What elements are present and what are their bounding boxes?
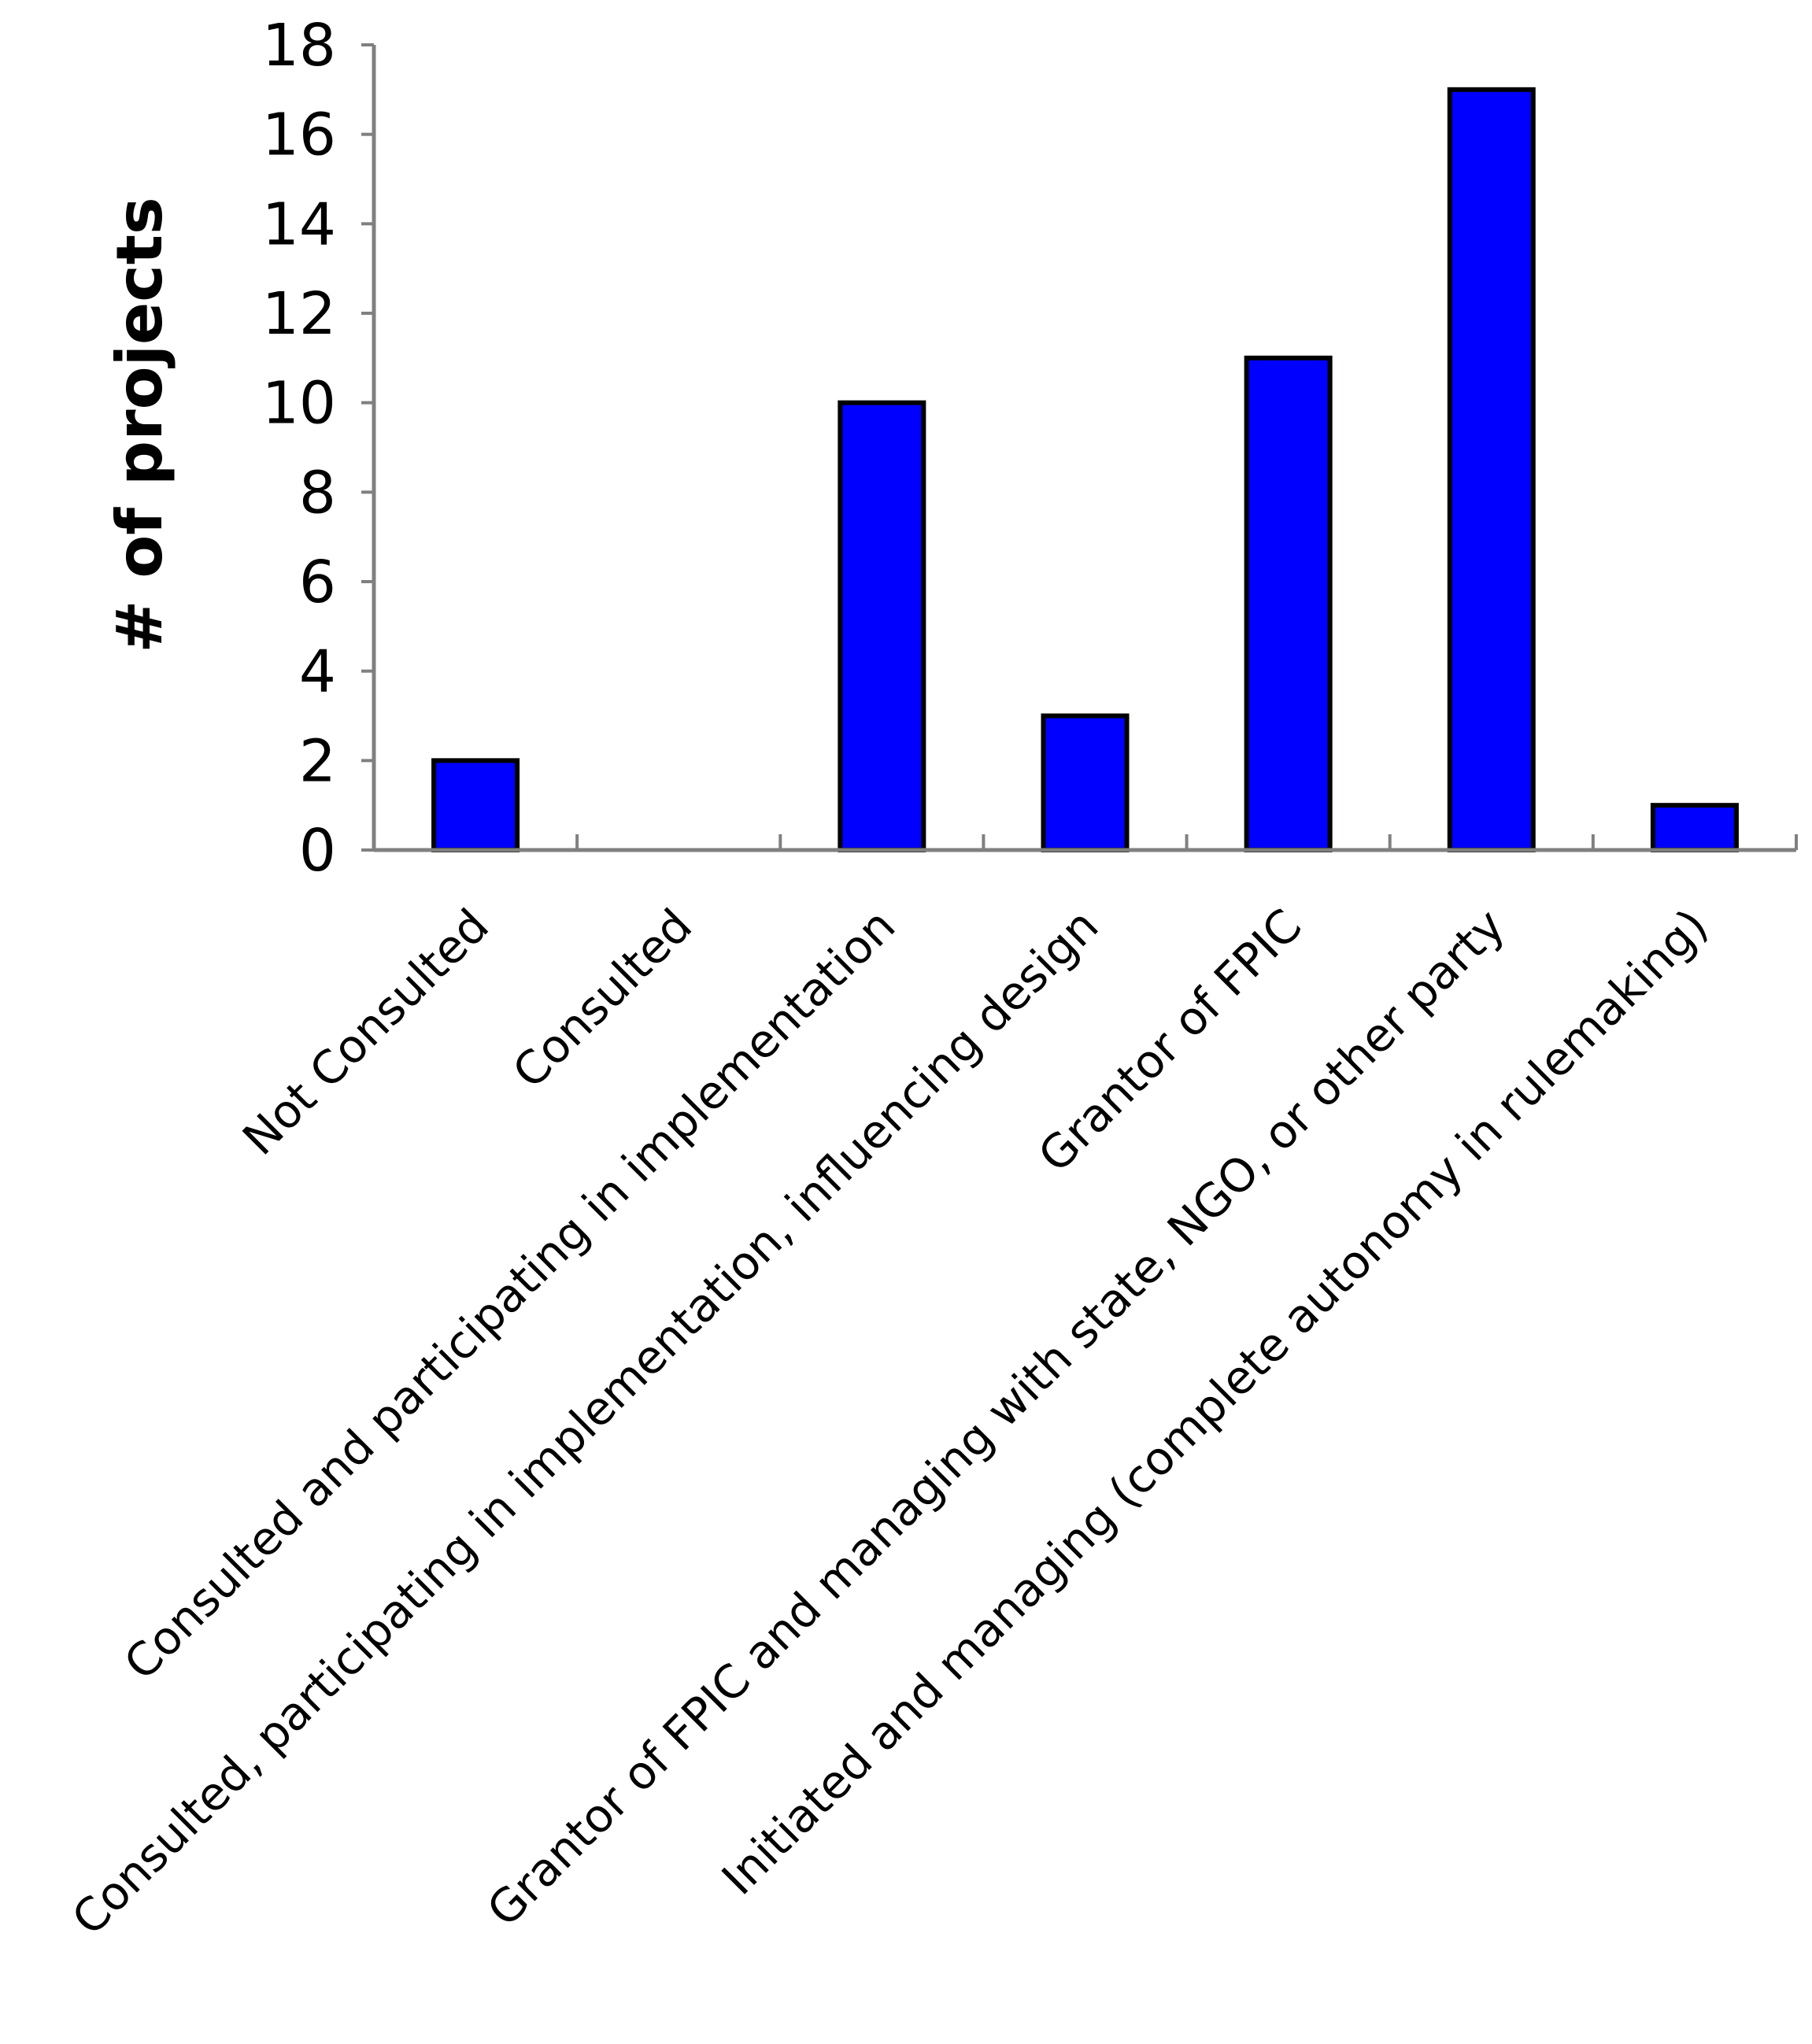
bars [431,87,1739,853]
x-category-label: Consulted, participating in implementati… [61,899,1108,1946]
bar [1447,87,1536,853]
y-tick-label: 16 [262,102,336,169]
y-tick-label: 2 [299,727,336,795]
y-axis-ticks: 0 2 4 6 8 10 12 14 16 18 [262,12,374,885]
y-tick-label: 6 [299,549,336,616]
y-axis-title: # of projects [103,197,176,652]
x-category-label: Consulted [502,899,702,1099]
y-tick-label: 0 [299,817,336,885]
y-tick-label: 4 [299,638,336,706]
x-category-label: Grantor of FPIC and managing with state,… [477,899,1515,1937]
y-tick-label: 10 [262,370,336,438]
bar [1650,803,1739,853]
x-category-label: Consulted and participating in implement… [114,899,906,1691]
bar [1041,713,1130,852]
x-category-label: Initiated and managing (complete autonom… [712,899,1718,1905]
bar [838,400,926,852]
bar [1244,355,1333,853]
x-category-label: Not Consulted [232,899,499,1166]
axes [372,45,1798,852]
bar [431,758,520,852]
y-tick-label: 14 [262,190,336,258]
y-tick-label: 12 [262,280,336,348]
y-tick-label: 18 [262,12,336,79]
y-tick-label: 8 [299,459,336,527]
